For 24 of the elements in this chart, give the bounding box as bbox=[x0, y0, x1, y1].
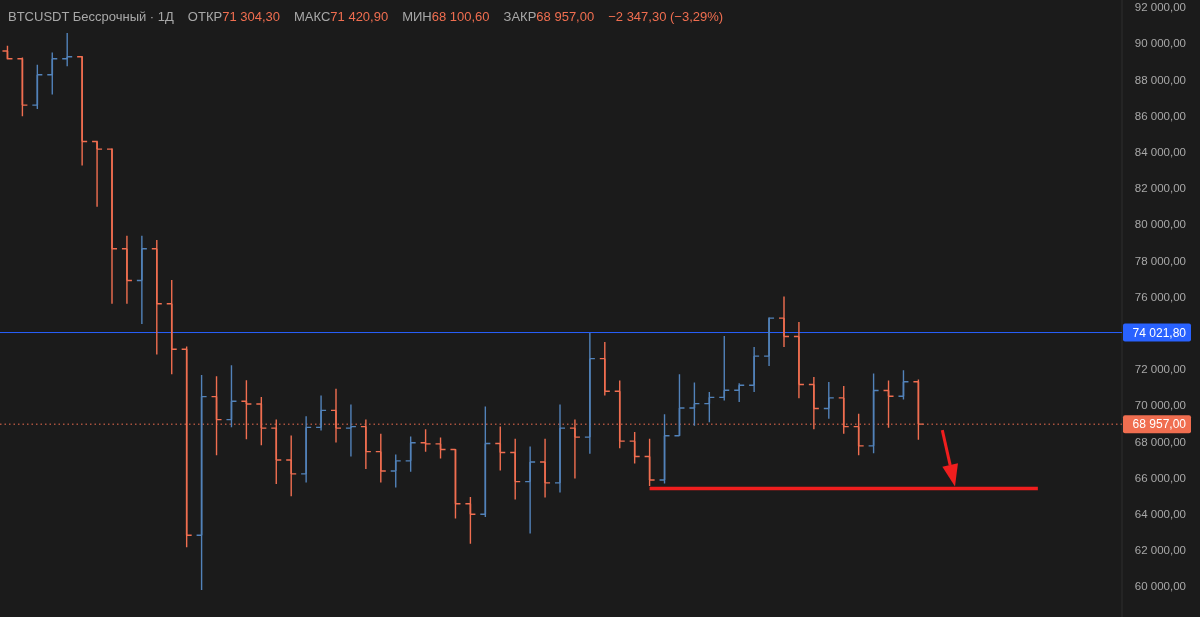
y-tick-label: 86 000,00 bbox=[1134, 109, 1186, 122]
y-tick-label: 70 000,00 bbox=[1134, 399, 1186, 412]
y-tick-label: 64 000,00 bbox=[1134, 507, 1186, 520]
y-tick-label: 78 000,00 bbox=[1134, 254, 1186, 267]
y-tick-label: 80 000,00 bbox=[1134, 218, 1186, 231]
y-tick-label: 84 000,00 bbox=[1134, 146, 1186, 159]
y-tick-label: 66 000,00 bbox=[1134, 471, 1186, 484]
ref-line-label: 68 957,00 bbox=[1132, 417, 1187, 432]
ref-line-label: 74 021,80 bbox=[1132, 325, 1187, 340]
annotation: −2 347,30 (−3,29%) bbox=[608, 9, 724, 24]
annotation: МИН68 100,60 bbox=[402, 9, 490, 24]
y-tick-label: 62 000,00 bbox=[1134, 544, 1186, 557]
y-tick-label: 68 000,00 bbox=[1134, 435, 1186, 448]
y-tick-label: 72 000,00 bbox=[1134, 363, 1186, 376]
annotation: ОТКР71 304,30 bbox=[187, 9, 280, 24]
y-tick-label: 92 000,00 bbox=[1134, 1, 1186, 14]
annotation: ЗАКР68 957,00 bbox=[503, 9, 595, 24]
y-tick-label: 60 000,00 bbox=[1134, 580, 1186, 593]
y-tick-label: 76 000,00 bbox=[1134, 290, 1186, 303]
annotation: МАКС71 420,90 bbox=[294, 9, 389, 24]
y-tick-label: 90 000,00 bbox=[1134, 37, 1186, 50]
y-tick-label: 88 000,00 bbox=[1134, 73, 1186, 86]
y-tick-label: 82 000,00 bbox=[1134, 182, 1186, 195]
text: BTCUSDT Бессрочный · 1Д bbox=[8, 9, 174, 25]
